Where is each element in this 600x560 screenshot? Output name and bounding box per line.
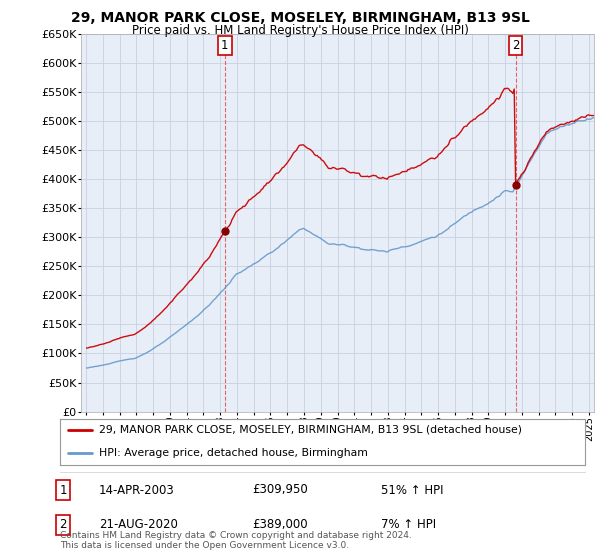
Text: 2: 2 xyxy=(512,39,520,53)
Text: Price paid vs. HM Land Registry's House Price Index (HPI): Price paid vs. HM Land Registry's House … xyxy=(131,24,469,36)
Text: 29, MANOR PARK CLOSE, MOSELEY, BIRMINGHAM, B13 9SL: 29, MANOR PARK CLOSE, MOSELEY, BIRMINGHA… xyxy=(71,11,529,25)
Text: 21-AUG-2020: 21-AUG-2020 xyxy=(99,518,178,531)
Text: 2: 2 xyxy=(59,518,67,531)
Text: 1: 1 xyxy=(59,483,67,497)
Text: 1: 1 xyxy=(221,39,229,53)
Text: HPI: Average price, detached house, Birmingham: HPI: Average price, detached house, Birm… xyxy=(100,448,368,458)
Text: 29, MANOR PARK CLOSE, MOSELEY, BIRMINGHAM, B13 9SL (detached house): 29, MANOR PARK CLOSE, MOSELEY, BIRMINGHA… xyxy=(100,425,523,435)
Text: Contains HM Land Registry data © Crown copyright and database right 2024.
This d: Contains HM Land Registry data © Crown c… xyxy=(60,530,412,550)
Text: 7% ↑ HPI: 7% ↑ HPI xyxy=(381,518,436,531)
Text: 14-APR-2003: 14-APR-2003 xyxy=(99,483,175,497)
Text: 51% ↑ HPI: 51% ↑ HPI xyxy=(381,483,443,497)
Text: £309,950: £309,950 xyxy=(252,483,308,497)
Text: £389,000: £389,000 xyxy=(252,518,308,531)
